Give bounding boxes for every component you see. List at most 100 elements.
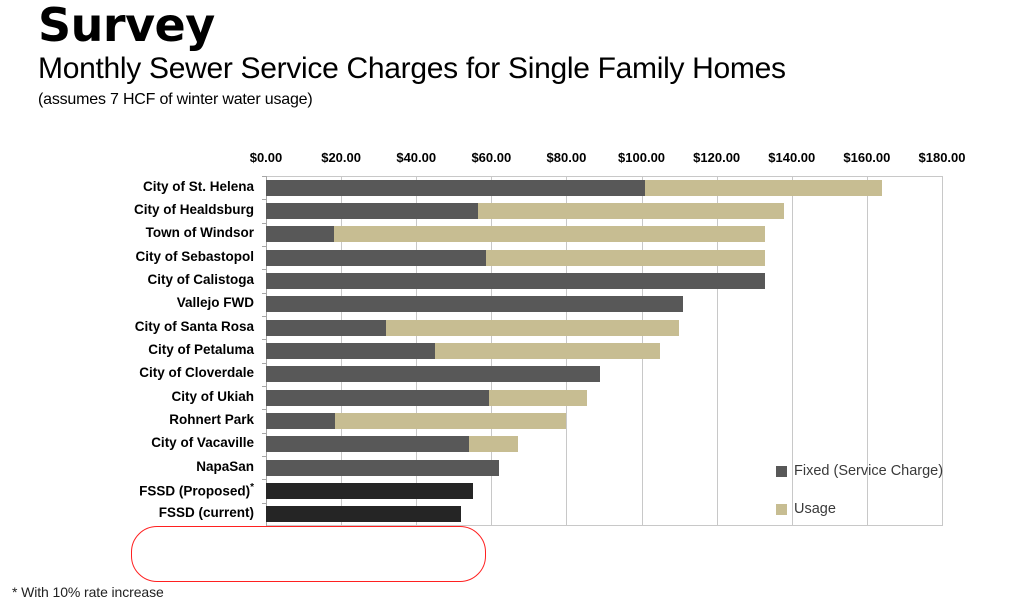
category-label-text: City of Santa Rosa [134,318,254,334]
bar-row [266,203,942,219]
bar-row [266,366,942,383]
category-label: City of Calistoga [147,272,254,287]
gridline [716,176,718,526]
bar-chart: $0.00 $20.00 $40.00 $60.00 $80.00 $100.00 $120… [0,150,1024,582]
category-label: City of Ukiah [171,389,254,404]
bar-row [266,319,942,336]
x-axis-tick-label: $120.00 [693,150,741,165]
category-label: City of St. Helena [143,179,254,194]
category-label: NapaSan [196,459,254,474]
category-tick-icon [262,292,266,294]
bar-segment-usage [485,249,766,266]
bar-row [266,179,942,196]
category-tick-icon [262,269,266,271]
bar-row [266,459,942,476]
category-tick-icon [262,386,266,387]
bar-row [266,226,942,243]
category-label-text: FSSD (Proposed) [139,483,251,499]
category-label: Vallejo FWD [177,295,254,310]
fssd-highlight-outline [131,526,486,582]
gridline [942,176,943,526]
bar-segment-fixed [266,459,499,476]
category-tick-icon [262,502,266,504]
assumption-note: (assumes 7 HCF of winter water usage) [38,90,313,108]
bar-segment-usage [468,436,518,453]
category-label-text: Town of Windsor [145,225,254,241]
category-label-text: FSSD (current) [158,505,254,521]
bar-segment-fixed [266,203,478,219]
category-label-text: City of Calistoga [147,272,254,287]
bar-row [266,273,942,289]
category-tick-icon [262,222,266,224]
category-tick-icon [262,176,266,177]
bar-segment-fixed [266,179,646,196]
x-axis-tick-label: $60.00 [471,150,512,165]
bar-segment-fixed [266,343,435,359]
legend-item: Usage [776,501,976,517]
category-label-text: City of Healdsburg [133,202,254,217]
category-label: City of Sebastopol [135,249,254,264]
category-label-text: City of Petaluma [148,342,254,357]
bar-segment-usage [477,203,785,219]
bar-row [266,506,942,523]
footnote: * With 10% rate increase [12,584,164,600]
bar-segment-fixed [266,319,387,336]
x-axis-tick-label: $80.00 [546,150,587,165]
bar-row [266,413,942,429]
bar-segment-fixed [266,506,462,523]
x-axis-tick-label: $100.00 [618,150,666,165]
category-tick-icon [262,456,266,457]
category-label: City of Petaluma [148,342,254,357]
x-axis-tick-label: $160.00 [843,150,891,165]
gridline [791,176,793,526]
bar-row [266,249,942,266]
category-label: City of Santa Rosa [135,319,254,334]
page-subtitle: Monthly Sewer Service Charges for Single… [38,52,786,85]
chart-legend: Fixed (Service Charge) Usage [776,463,976,539]
category-label-text: City of Vacaville [151,435,254,451]
category-tick-icon [262,246,266,247]
category-label-text: City of Ukiah [171,388,254,404]
bar-segment-usage [645,179,882,196]
bar-segment-usage [333,226,766,243]
bar-segment-usage [386,319,680,336]
axis-line-bottom [266,525,942,526]
category-label: FSSD (current) [159,505,254,520]
category-tick-icon [262,432,266,434]
x-axis-tick-label: $140.00 [768,150,816,165]
category-label: Rohnert Park [169,412,254,427]
bar-row [266,483,942,499]
category-label: City of Vacaville [151,435,254,450]
category-label-text: Vallejo FWD [176,295,254,311]
bar-segment-fixed [266,483,473,499]
category-label: FSSD (Proposed)* [139,482,254,499]
legend-item: Fixed (Service Charge) [776,463,976,479]
category-label-text: City of Sebastopol [135,248,254,264]
x-axis-tick-label: $40.00 [396,150,437,165]
x-axis-tick-label: $0.00 [249,150,283,165]
category-axis-labels: City of St. Helena City of Healdsburg Town… [0,176,262,526]
category-tick-icon [262,362,266,364]
plot-area [262,176,943,526]
bar-segment-usage [489,389,588,406]
axis-line-top [266,176,942,177]
header: Survey Monthly Sewer Service Charges for… [38,2,1018,109]
bar-row [266,343,942,359]
x-axis-tick-label: $20.00 [321,150,361,165]
category-tick-icon [262,316,266,317]
category-label-text: City of St. Helena [142,178,254,194]
bar-segment-fixed [266,366,601,383]
bar-segment-fixed [266,389,490,406]
bar-segment-fixed [266,249,486,266]
legend-label-usage: Usage [794,501,836,517]
category-label: City of Cloverdale [139,365,254,380]
bar-segment-fixed [266,413,336,429]
bar-row [266,389,942,406]
page-title: Survey [38,0,215,52]
bar-segment-fixed [266,296,683,313]
category-label: Town of Windsor [146,225,254,240]
category-tick-icon [262,409,266,411]
category-label-text: NapaSan [196,458,254,474]
category-tick-icon [262,479,266,481]
category-label: City of Healdsburg [134,202,254,217]
